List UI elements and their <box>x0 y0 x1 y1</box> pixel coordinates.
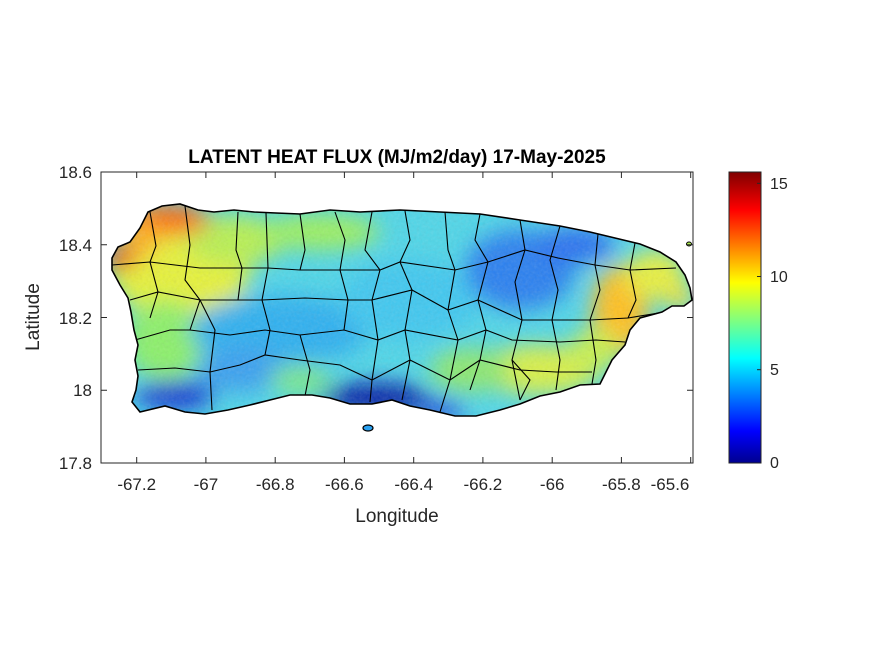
x-tick: -66.6 <box>325 172 364 494</box>
chart-title: LATENT HEAT FLUX (MJ/m2/day) 17-May-2025 <box>188 147 606 168</box>
colorbar: 0 5 10 15 <box>728 171 788 472</box>
x-axis: -67.2 -67 -66.8 -66.6 -66.4 -66.2 -66 - <box>117 172 692 494</box>
svg-text:0: 0 <box>770 455 779 472</box>
svg-text:-67: -67 <box>194 475 219 494</box>
colorbar-tick: 10 <box>757 269 788 286</box>
x-tick: -66 <box>540 172 565 494</box>
svg-text:-66.2: -66.2 <box>464 475 503 494</box>
svg-text:5: 5 <box>770 362 779 379</box>
svg-text:-67.2: -67.2 <box>117 475 156 494</box>
x-axis-label: Longitude <box>355 506 438 527</box>
svg-text:-65.8: -65.8 <box>602 475 641 494</box>
x-tick: -67.2 <box>117 172 156 494</box>
x-tick: -66.8 <box>256 172 295 494</box>
offshore-islet <box>686 241 692 247</box>
svg-text:18.4: 18.4 <box>59 236 92 255</box>
svg-text:-66.8: -66.8 <box>256 475 295 494</box>
svg-text:18: 18 <box>73 381 92 400</box>
x-tick: -67 <box>194 172 219 494</box>
svg-text:-65.6: -65.6 <box>651 475 690 494</box>
caja-de-muertos-island <box>362 424 374 432</box>
x-tick: -65.6 <box>651 172 692 494</box>
svg-text:-66.4: -66.4 <box>394 475 433 494</box>
y-tick: 18.4 <box>59 236 693 255</box>
x-tick: -66.2 <box>464 172 503 494</box>
colorbar-tick: 15 <box>757 176 788 193</box>
latent-heat-field <box>112 204 692 416</box>
x-tick: -66.4 <box>394 172 433 494</box>
y-axis-label: Latitude <box>23 283 44 351</box>
svg-text:-66: -66 <box>540 475 565 494</box>
svg-text:18.2: 18.2 <box>59 309 92 328</box>
svg-text:10: 10 <box>770 269 788 286</box>
municipality-boundaries <box>112 205 677 413</box>
colorbar-gradient <box>728 171 762 464</box>
svg-text:-66.6: -66.6 <box>325 475 364 494</box>
colorbar-tick: 5 <box>757 362 779 379</box>
y-tick: 18.2 <box>59 309 693 328</box>
y-tick: 18 <box>73 381 693 400</box>
y-axis: 18.6 18.4 18.2 18 17.8 <box>59 163 693 473</box>
colorbar-tick: 0 <box>757 455 779 472</box>
svg-text:18.6: 18.6 <box>59 163 92 182</box>
svg-text:17.8: 17.8 <box>59 454 92 473</box>
y-tick: 18.6 <box>59 163 693 182</box>
y-tick: 17.8 <box>59 454 92 473</box>
svg-text:15: 15 <box>770 176 788 193</box>
x-tick: -65.8 <box>602 172 641 494</box>
